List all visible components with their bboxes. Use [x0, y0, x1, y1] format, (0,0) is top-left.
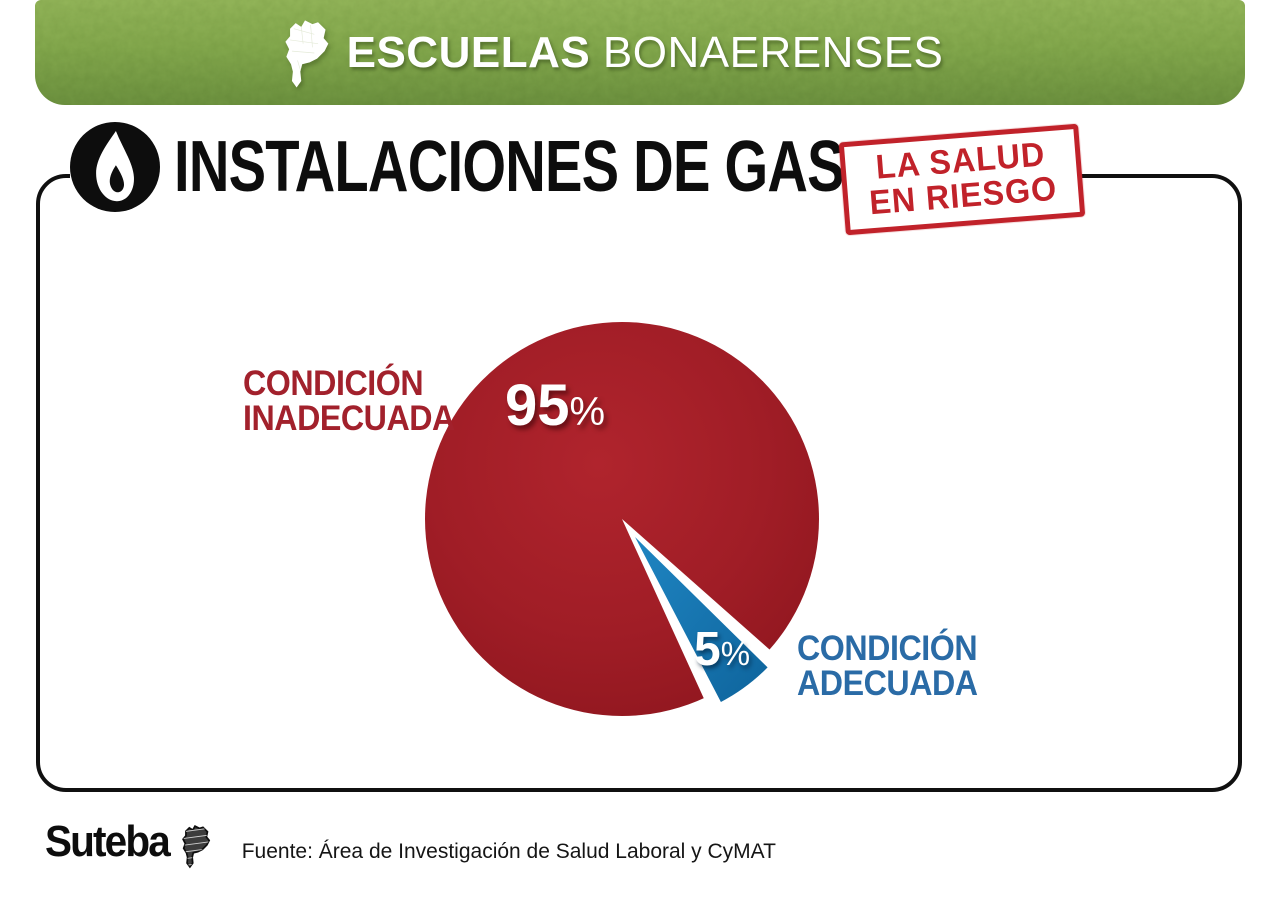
pie-slice-adequate — [635, 537, 768, 702]
warning-stamp: LA SALUD EN RIESGO — [838, 123, 1086, 236]
label-condicion-inadecuada: CONDICIÓN INADECUADA — [243, 366, 473, 436]
gas-flame-icon — [70, 122, 160, 212]
source-text: Fuente: Área de Investigación de Salud L… — [241, 840, 776, 863]
value-label-5: 5% — [694, 622, 750, 677]
value-label-95: 95% — [505, 372, 605, 439]
header-banner: ESCUELAS BONAERENSES — [35, 0, 1245, 105]
value-5-percent-sign: % — [720, 635, 751, 672]
pie-chart-svg — [425, 322, 819, 716]
pie-chart — [410, 318, 840, 728]
label-inadequate-line2: INADECUADA — [243, 399, 455, 438]
label-inadequate-line1: CONDICIÓN — [243, 364, 424, 403]
footer: Suteba Fuente: Área de Investigación de … — [45, 820, 776, 870]
label-adequate-line1: CONDICIÓN — [797, 629, 978, 668]
suteba-logo-text: Suteba — [45, 817, 171, 866]
buenos-aires-map-icon — [284, 19, 328, 88]
value-5-number: 5 — [694, 623, 721, 676]
label-condicion-adecuada: CONDICIÓN ADECUADA — [797, 631, 993, 701]
header-title-light: BONAERENSES — [602, 27, 944, 77]
header-title-bold: ESCUELAS — [346, 27, 591, 77]
value-95-percent-sign: % — [569, 390, 606, 434]
label-adequate-line2: ADECUADA — [797, 664, 978, 703]
header-title: ESCUELAS BONAERENSES — [347, 28, 944, 78]
suteba-map-icon — [181, 825, 210, 869]
suteba-logo: Suteba — [45, 820, 212, 870]
page-title: INSTALACIONES DE GAS — [174, 127, 845, 207]
value-95-number: 95 — [505, 373, 570, 438]
header-brand: ESCUELAS BONAERENSES — [277, 14, 944, 92]
